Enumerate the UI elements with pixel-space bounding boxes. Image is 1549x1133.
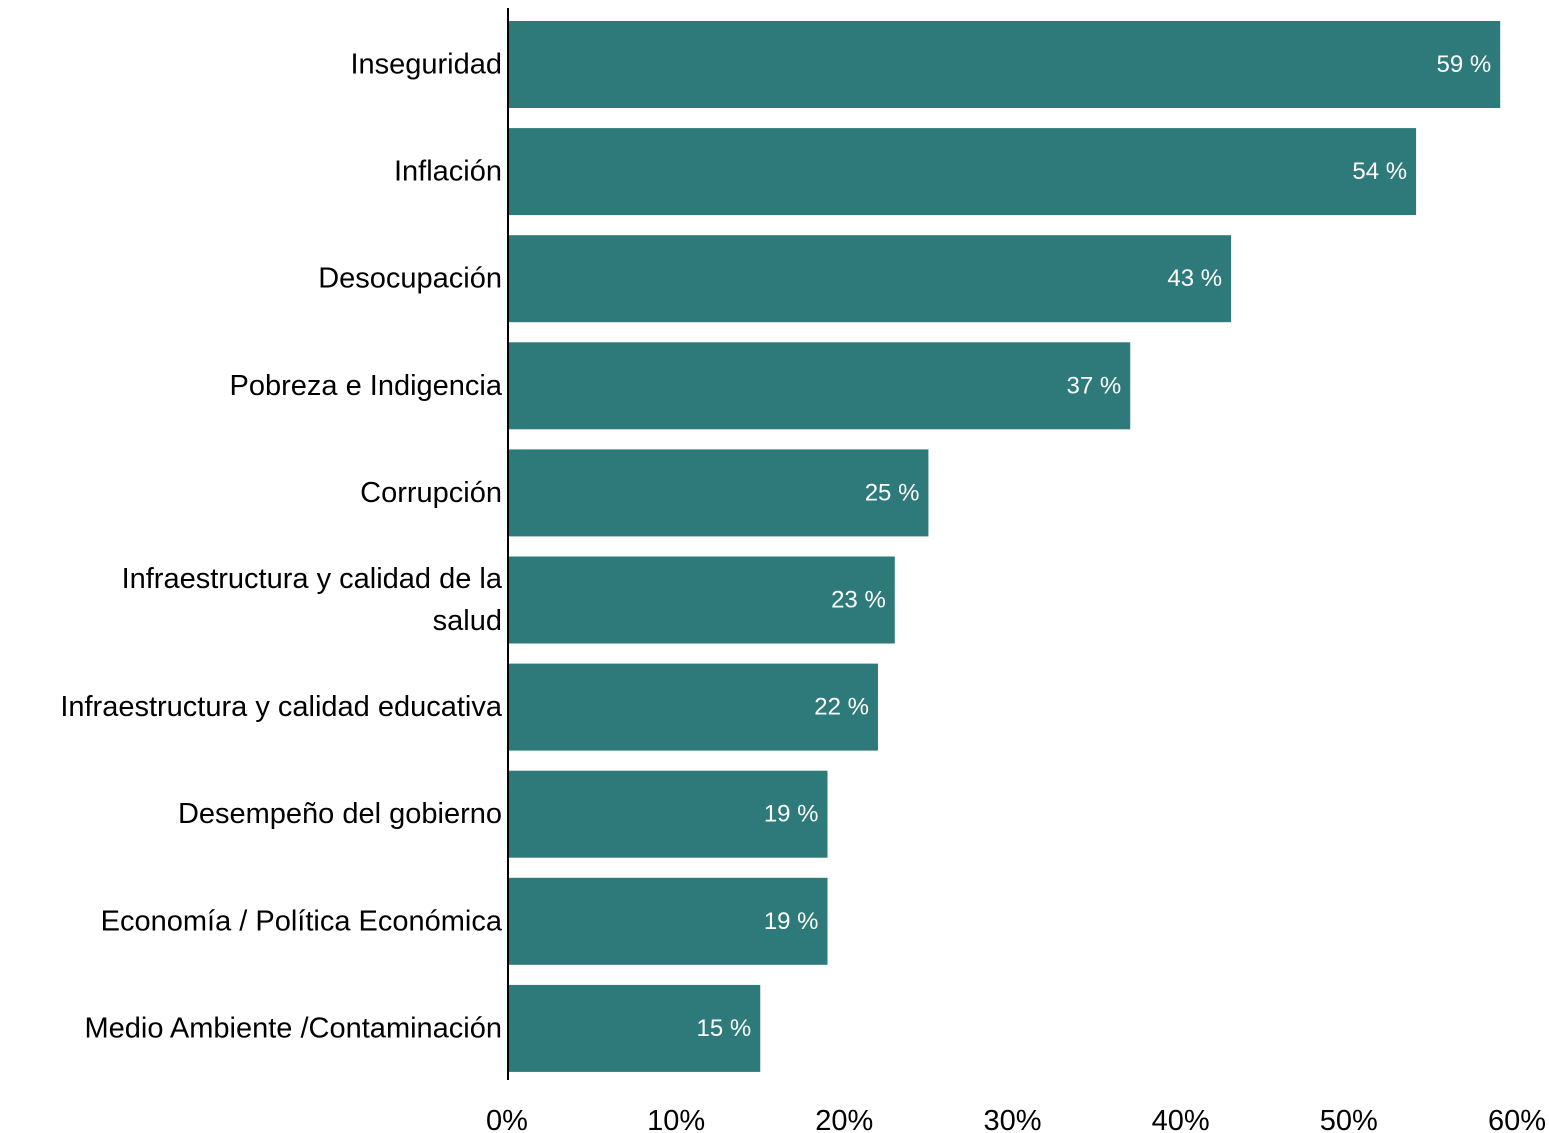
x-tick-label-30: 30% [983,1105,1041,1133]
x-tick-label-50: 50% [1320,1105,1378,1133]
bar-pobreza-e-indigencia [508,342,1131,430]
bar-economia-politica-economica [508,877,828,965]
x-tick-label-10: 10% [647,1105,705,1133]
value-label-pobreza-e-indigencia: 37 % [1067,372,1122,399]
category-label-infraestructura-y-calidad-de-la-salud-line-1: Infraestructura y calidad de la [122,563,503,595]
bar-inseguridad [508,21,1501,108]
category-label-economia-politica-economica: Economía / Política Económica [101,905,503,937]
bar-medio-ambiente-contaminacion [508,984,761,1072]
x-tick-label-60: 60% [1488,1105,1546,1133]
value-label-desempeno-del-gobierno: 19 % [764,801,819,828]
x-tick-label-0: 0% [486,1105,528,1133]
value-label-inseguridad: 59 % [1436,51,1491,78]
category-label-desempeno-del-gobierno: Desempeño del gobierno [178,798,502,830]
value-label-desocupacion: 43 % [1167,265,1222,292]
category-labels-group: Inseguridad Inflación Desocupación Pobreza … [60,49,503,1045]
category-label-inflacion: Inflación [394,156,502,188]
category-label-corrupcion: Corrupción [360,477,502,509]
x-tick-label-20: 20% [815,1105,873,1133]
category-label-desocupacion: Desocupación [318,263,502,295]
category-label-infraestructura-y-calidad-educativa: Infraestructura y calidad educativa [60,691,503,723]
value-label-medio-ambiente-contaminacion: 15 % [697,1015,752,1042]
value-label-corrupcion: 25 % [865,479,920,506]
value-label-infraestructura-y-calidad-de-la-salud: 23 % [831,587,886,614]
bar-inflacion [508,128,1417,216]
value-label-infraestructura-y-calidad-educativa: 22 % [814,694,869,721]
bar-desempeno-del-gobierno [508,770,828,858]
category-label-pobreza-e-indigencia: Pobreza e Indigencia [230,370,503,402]
x-axis-ticks-group: 0% 10% 20% 30% 40% 50% 60% [486,1105,1546,1133]
category-label-infraestructura-y-calidad-de-la-salud-line-2: salud [433,605,502,637]
bar-desocupacion [508,235,1232,323]
value-label-economia-politica-economica: 19 % [764,908,819,935]
value-label-inflacion: 54 % [1352,158,1407,185]
bar-infraestructura-y-calidad-educativa [508,663,878,751]
bar-corrupcion [508,449,929,537]
category-label-inseguridad: Inseguridad [350,49,502,81]
bars-group: 59 % 54 % 43 % 37 % 25 % 23 % 22 % 19 % 19 % 15 % [508,21,1501,1072]
x-tick-label-40: 40% [1152,1105,1210,1133]
category-label-medio-ambiente-contaminacion: Medio Ambiente /Contaminación [84,1012,502,1044]
bar-infraestructura-y-calidad-de-la-salud [508,556,895,644]
